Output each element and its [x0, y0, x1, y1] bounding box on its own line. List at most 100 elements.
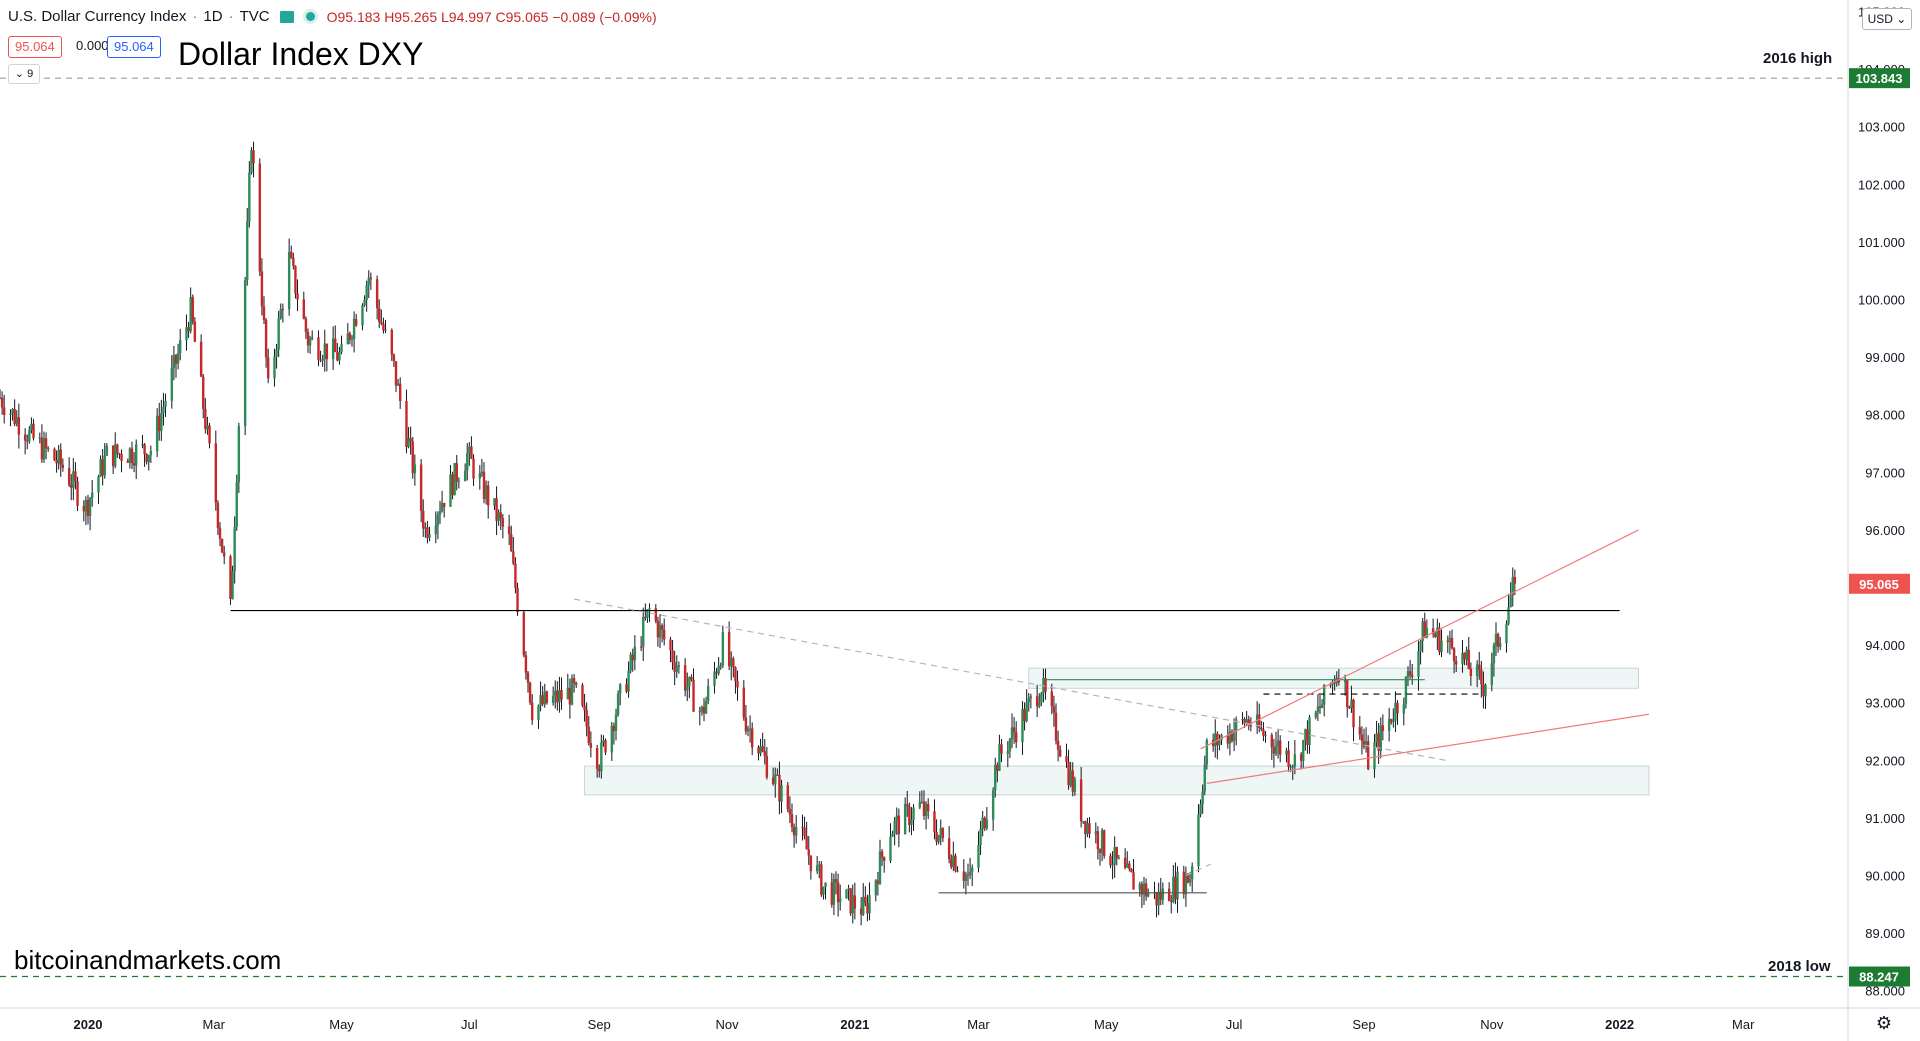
sell-price-button[interactable]: 95.064 [8, 36, 62, 58]
candle-body [1270, 734, 1274, 748]
candle-body [193, 321, 197, 342]
candle-body [378, 308, 381, 322]
candle-body [600, 742, 603, 772]
candle-body [1027, 698, 1030, 703]
candle-body [864, 896, 867, 904]
market-status-icon[interactable] [305, 12, 315, 21]
candle-body [924, 804, 928, 816]
candle-body [428, 534, 431, 538]
candle-body [1438, 627, 1441, 653]
last-price-marker [1849, 573, 1910, 594]
interval-label[interactable]: 1D [203, 8, 223, 25]
candle-body [396, 383, 400, 386]
trendline [573, 598, 1446, 761]
time-tick-label: Mar [203, 1017, 226, 1032]
candle-body [88, 498, 92, 516]
candle-body [746, 728, 750, 732]
candle-body [340, 344, 343, 353]
time-tick-label: Mar [967, 1017, 990, 1032]
candle-body [1006, 751, 1010, 754]
gear-icon[interactable]: ⚙ [1875, 1013, 1893, 1033]
candle-body [706, 685, 710, 701]
candle-body [732, 658, 735, 668]
candle-body [1111, 864, 1114, 866]
candle-body [1008, 739, 1012, 752]
time-tick-label: Mar [1732, 1017, 1755, 1032]
candle-body [1214, 733, 1217, 747]
candle-body [1159, 891, 1162, 900]
candle-body [897, 815, 901, 835]
candle-body [1186, 873, 1190, 883]
candle-body [1358, 727, 1362, 735]
candle-body [1054, 712, 1058, 741]
candle-body [1038, 702, 1041, 707]
candle-body [1040, 693, 1043, 703]
candle-body [1188, 879, 1192, 883]
candle-body [1243, 718, 1246, 724]
candle-body [134, 444, 138, 466]
candle-body [859, 908, 863, 915]
candle-body [382, 323, 385, 331]
candle-body [522, 612, 526, 656]
candle-body [836, 882, 840, 903]
candle-body [1482, 684, 1485, 697]
candle-body [771, 777, 775, 785]
candle-body [662, 629, 666, 640]
candle-body [486, 485, 490, 506]
time-tick-label: Sep [588, 1017, 611, 1032]
candle-body [1073, 779, 1077, 792]
candle-body [365, 285, 368, 301]
candle-body [1079, 779, 1083, 822]
candle-body [455, 463, 458, 482]
candle-body [164, 400, 167, 407]
currency-select[interactable]: USD ⌄ [1862, 8, 1912, 30]
price-tick-label: 100.000 [1858, 293, 1905, 308]
price-tick-label: 96.000 [1865, 523, 1905, 538]
candle-body [1245, 719, 1248, 724]
candle-body [853, 895, 857, 909]
candle-body [866, 903, 869, 914]
candle-body [1155, 892, 1158, 906]
candle-body [1507, 607, 1510, 624]
candle-body [1410, 675, 1414, 677]
candle-body [384, 329, 387, 331]
flag-icon[interactable] [279, 10, 294, 23]
candle-body [1086, 823, 1089, 835]
candle-body [438, 511, 442, 515]
candle-body [294, 265, 297, 294]
candle-body [202, 376, 205, 409]
candle-body [862, 896, 865, 915]
candle-body [352, 318, 356, 339]
candle-body [304, 318, 308, 332]
candle-body [809, 855, 813, 872]
chevron-down-icon: ⌄ [14, 68, 28, 80]
candle-body [1067, 761, 1070, 786]
indicators-toggle[interactable]: ⌄ 9 [8, 64, 40, 84]
candle-body [1126, 863, 1129, 868]
candle-body [631, 654, 634, 661]
buy-price-button[interactable]: 95.064 [107, 36, 161, 58]
support-zone [584, 765, 1650, 796]
candle-body [72, 471, 75, 488]
candle-body [308, 338, 312, 346]
candle-body [1170, 901, 1173, 903]
candle-body [434, 525, 438, 535]
symbol-name[interactable]: U.S. Dollar Currency Index [8, 8, 187, 25]
candle-body [1247, 719, 1250, 726]
chevron-down-icon: ⌄ [1892, 12, 1907, 26]
candle-body [338, 352, 341, 361]
candle-body [413, 464, 417, 474]
candle-body [266, 357, 270, 379]
candle-body [1262, 729, 1265, 736]
candle-body [903, 804, 907, 835]
candle-body [788, 808, 792, 815]
candle-body [149, 451, 153, 456]
candle-body [688, 676, 691, 687]
candle-body [941, 828, 945, 839]
candle-body [290, 251, 293, 258]
candle-body [614, 714, 618, 731]
candle-body [551, 695, 555, 703]
candle-body [847, 888, 850, 890]
